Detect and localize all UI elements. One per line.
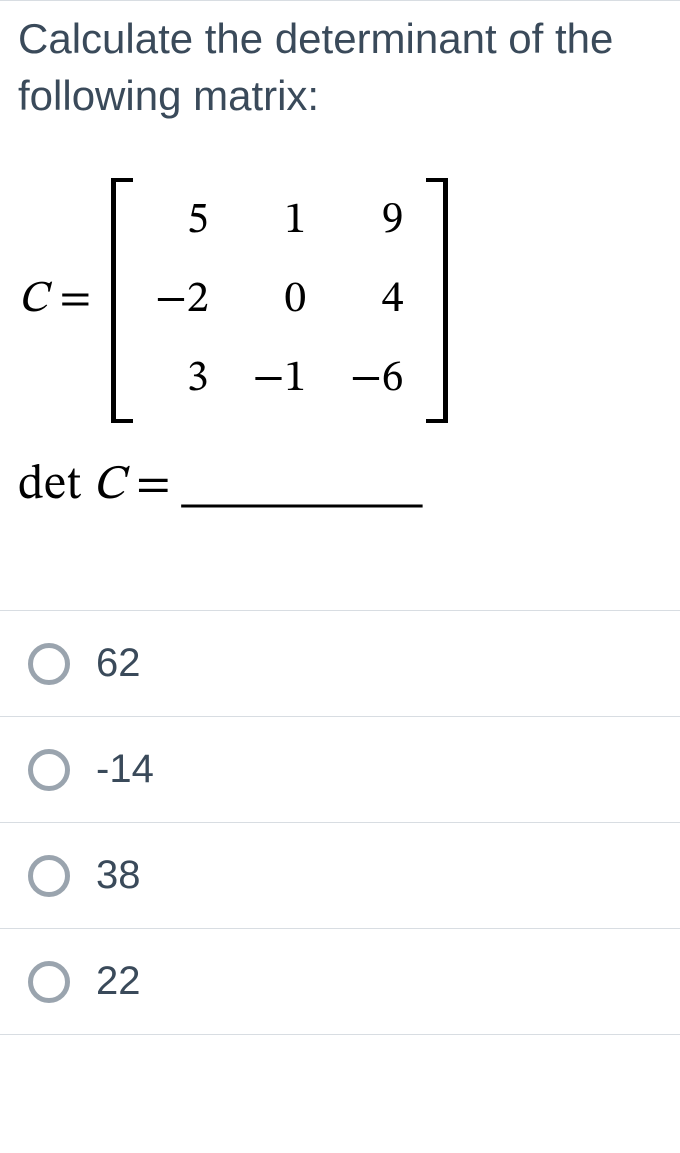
matrix-cell: 9	[364, 194, 404, 249]
question-text: Calculate the determinant of the followi…	[0, 1, 680, 152]
answer-blank: _________	[182, 456, 422, 509]
matrix-cells: 5 1 9 −2 0 4 3 −1 −6	[133, 178, 425, 423]
det-prefix: det	[18, 462, 93, 510]
matrix-cell: −2	[155, 273, 208, 328]
option-label: 38	[96, 853, 141, 898]
answer-options: 62 -14 38 22	[0, 610, 680, 1035]
option-row[interactable]: -14	[0, 716, 680, 822]
radio-icon[interactable]	[28, 961, 70, 1003]
option-label: 62	[96, 641, 141, 686]
radio-icon[interactable]	[28, 643, 70, 685]
radio-icon[interactable]	[28, 749, 70, 791]
option-label: 22	[96, 959, 141, 1004]
left-bracket-icon	[111, 178, 133, 423]
matrix-cell: −1	[253, 352, 306, 407]
equals-sign: =	[59, 273, 91, 328]
matrix-cell: 0	[266, 273, 306, 328]
option-row[interactable]: 62	[0, 610, 680, 716]
matrix-cell: 4	[364, 273, 404, 328]
matrix: 5 1 9 −2 0 4 3 −1 −6	[111, 178, 447, 423]
option-label: -14	[96, 747, 154, 792]
spacer	[0, 556, 680, 610]
det-variable: C	[93, 462, 125, 510]
matrix-variable: C	[18, 273, 47, 328]
option-row[interactable]: 22	[0, 928, 680, 1035]
matrix-cell: 3	[169, 352, 209, 407]
radio-icon[interactable]	[28, 855, 70, 897]
option-row[interactable]: 38	[0, 822, 680, 928]
det-equals: =	[125, 462, 182, 510]
matrix-cell: 1	[266, 194, 306, 249]
question-container: Calculate the determinant of the followi…	[0, 0, 680, 1035]
matrix-cell: −6	[350, 352, 403, 407]
right-bracket-icon	[426, 178, 448, 423]
determinant-prompt: det C = _________	[0, 433, 680, 556]
matrix-cell: 5	[169, 194, 209, 249]
matrix-equation: C = 5 1 9 −2 0 4 3 −1 −6	[0, 152, 680, 433]
